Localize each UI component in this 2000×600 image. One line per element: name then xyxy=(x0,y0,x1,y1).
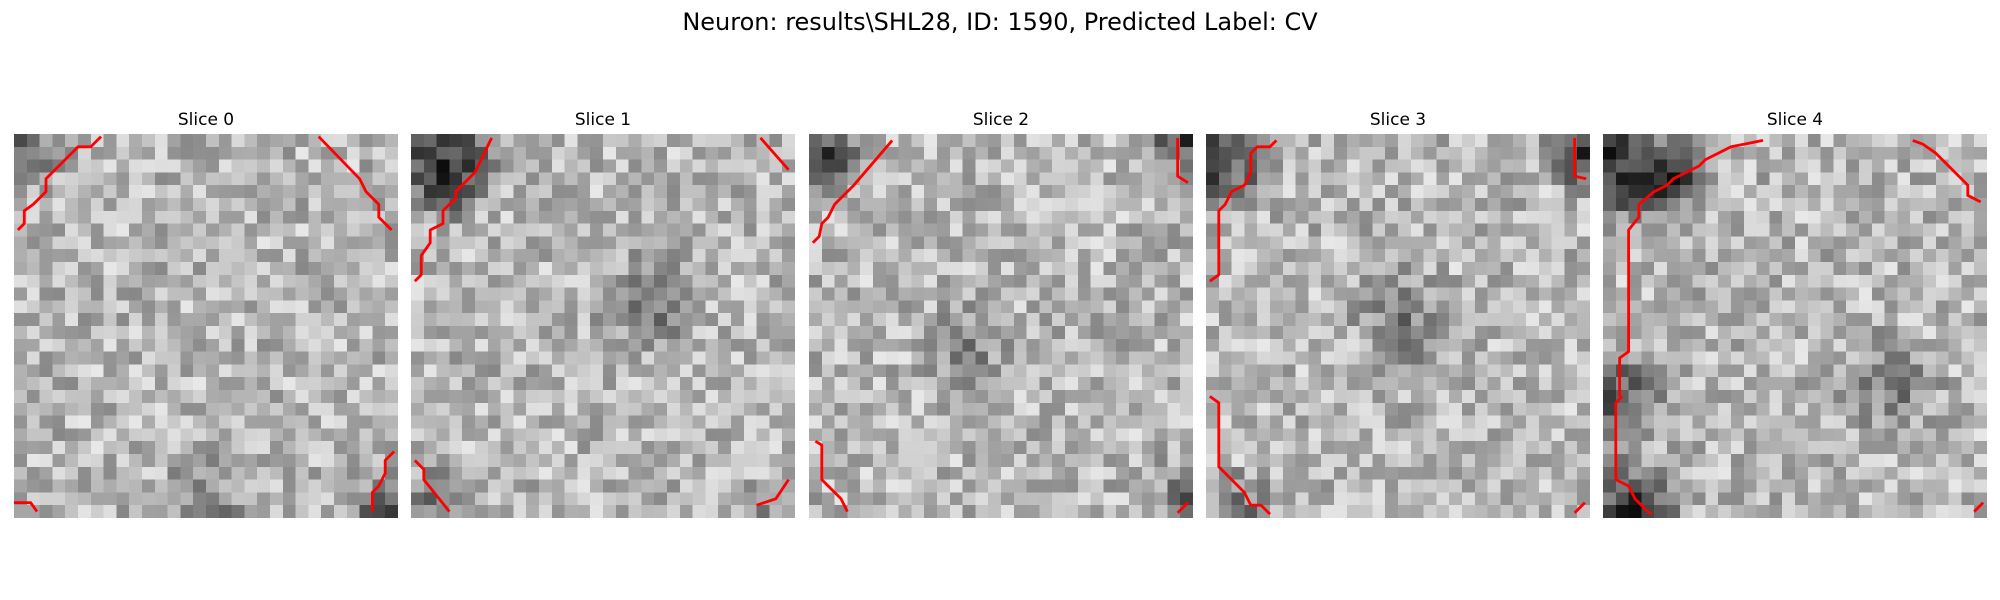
contour-segment xyxy=(1573,137,1587,181)
slice-title-2: Slice 2 xyxy=(972,110,1030,130)
slice-pixels-1 xyxy=(411,134,795,518)
slice-title-1: Slice 1 xyxy=(574,110,632,130)
slice-title-4: Slice 4 xyxy=(1766,110,1824,130)
slice-pixels-0 xyxy=(14,134,398,518)
figure-title: Neuron: results\SHL28, ID: 1590, Predict… xyxy=(682,8,1318,36)
contour-segment xyxy=(1618,139,1764,397)
roi-contour-3 xyxy=(1209,137,1587,516)
slice-pixels-3 xyxy=(1206,134,1590,518)
slice-title-3: Slice 3 xyxy=(1369,110,1427,130)
slice-image-0 xyxy=(14,134,398,518)
contour-segment xyxy=(1614,395,1653,516)
slice-image-4 xyxy=(1603,134,1987,518)
slice-pixels-2 xyxy=(809,134,1193,518)
contour-segment xyxy=(814,439,849,513)
contour-segment xyxy=(413,459,451,513)
slice-title-0: Slice 0 xyxy=(177,110,235,130)
contour-segment xyxy=(811,139,894,244)
contour-segment xyxy=(759,136,790,171)
slice-pixels-4 xyxy=(1603,134,1987,518)
contour-segment xyxy=(14,501,39,513)
contour-segment xyxy=(413,137,493,283)
slice-image-2 xyxy=(809,134,1193,518)
contour-segment xyxy=(756,478,790,507)
slice-panel-0: Slice 0 xyxy=(14,108,398,518)
contour-segment xyxy=(370,450,396,512)
contour-segment xyxy=(1209,139,1278,283)
contour-segment xyxy=(317,135,393,231)
contour-segment xyxy=(1573,501,1586,514)
contour-segment xyxy=(1973,501,1985,513)
slice-panel-2: Slice 2 xyxy=(809,108,1193,518)
contour-segment xyxy=(1209,395,1271,516)
contour-segment xyxy=(1176,137,1189,184)
roi-contour-0 xyxy=(14,135,396,513)
contour-segment xyxy=(1176,501,1189,514)
slice-image-1 xyxy=(411,134,795,518)
contour-segment xyxy=(16,135,103,231)
roi-contour-2 xyxy=(811,137,1189,514)
slice-panel-1: Slice 1 xyxy=(411,108,795,518)
contour-segment xyxy=(1912,139,1982,204)
slice-image-3 xyxy=(1206,134,1590,518)
roi-contour-4 xyxy=(1614,139,1985,516)
slice-panel-4: Slice 4 xyxy=(1603,108,1987,518)
roi-contour-1 xyxy=(413,136,790,513)
slice-panel-3: Slice 3 xyxy=(1206,108,1590,518)
